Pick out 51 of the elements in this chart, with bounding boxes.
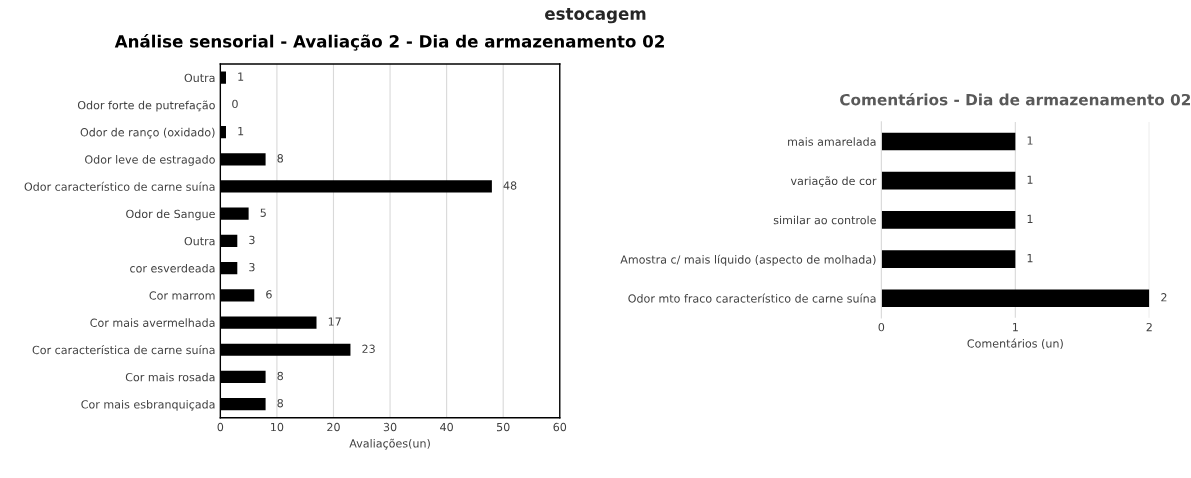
x-tick-label: 10: [271, 422, 284, 432]
y-tick-label: cor esverdeada: [130, 263, 215, 273]
y-tick-label: Cor mais esbranquiçada: [81, 399, 215, 411]
data-label: 1: [238, 72, 244, 81]
data-label: 48: [503, 181, 517, 190]
y-tick-label: Odor característico de carne suína: [24, 181, 215, 191]
data-label: 17: [328, 317, 341, 326]
x-tick-label: 0: [217, 422, 224, 432]
data-label: 1: [238, 127, 244, 136]
y-tick-label: Cor marrom: [149, 291, 215, 300]
chart-title: Análise sensorial - Avaliação 2 - Dia de armazenamento 02: [114, 34, 664, 51]
y-tick-label: Odor leve de estragado: [85, 155, 215, 166]
y-tick-label: Cor mais rosada: [125, 372, 215, 382]
x-tick-label: 20: [327, 422, 340, 432]
data-label: 5: [260, 208, 266, 217]
y-tick-label: Amostra c/ mais líquido (aspecto de molhada): [620, 254, 876, 266]
data-label: 2: [1161, 293, 1167, 302]
data-label: 1: [1027, 136, 1033, 145]
data-label: 0: [232, 99, 238, 109]
chart-title: Comentários - Dia de armazenamento 02: [840, 93, 1191, 106]
x-tick-label: 60: [553, 422, 567, 432]
x-tick-label: 0: [878, 322, 885, 332]
y-tick-label: similar ao controle: [773, 215, 876, 225]
x-tick-label: 2: [1146, 322, 1152, 332]
y-tick-label: Cor característica de carne suína: [32, 345, 215, 355]
x-tick-label: 50: [496, 422, 510, 432]
y-tick-label: Odor forte de putrefação: [77, 100, 215, 112]
y-tick-label: Cor mais avermelhada: [90, 318, 215, 327]
x-tick-label: 40: [440, 422, 453, 432]
y-tick-label: Odor de ranço (oxidado): [80, 127, 215, 139]
y-tick-label: Odor mto fraco característico de carne suína: [628, 293, 876, 303]
data-label: 1: [1027, 175, 1033, 184]
data-label: 3: [249, 235, 255, 245]
data-label: 6: [266, 290, 272, 299]
text: estocagem: [545, 8, 646, 24]
data-label: 23: [362, 344, 375, 353]
data-label: 8: [277, 154, 284, 163]
y-tick-label: Odor de Sangue: [126, 209, 215, 221]
y-tick-label: variação de cor: [790, 176, 877, 188]
y-tick-label: mais amarelada: [788, 137, 876, 146]
data-label: 8: [277, 371, 284, 381]
data-label: 1: [1027, 254, 1033, 263]
x-tick-label: 1: [1013, 323, 1018, 332]
data-label: 8: [277, 398, 284, 408]
data-label: 1: [1027, 214, 1033, 223]
y-tick-label: Outra: [184, 73, 215, 83]
x-axis-title: Avaliações(un): [349, 438, 430, 450]
x-axis-title: Comentários (un): [967, 338, 1063, 349]
data-label: 3: [249, 262, 255, 272]
x-tick-label: 30: [383, 422, 397, 432]
y-tick-label: Outra: [184, 236, 215, 246]
